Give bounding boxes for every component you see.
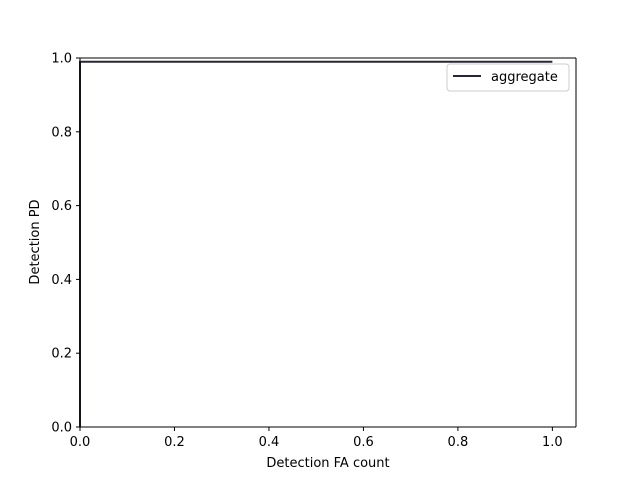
x-tick-label: 0.4 <box>259 435 280 450</box>
x-tick-label: 0.2 <box>164 435 185 450</box>
plot-area <box>80 58 576 427</box>
y-tick-label: 0.8 <box>51 125 72 140</box>
y-axis-ticks: 0.0 0.2 0.4 0.6 0.8 1.0 <box>51 52 80 436</box>
y-tick-label: 0.6 <box>51 199 72 214</box>
y-tick-label: 0.0 <box>51 421 72 436</box>
x-tick-label: 0.8 <box>448 435 469 450</box>
x-tick-label: 1.0 <box>542 435 563 450</box>
y-axis-label: Detection PD <box>28 199 43 284</box>
x-tick-label: 0.0 <box>70 435 91 450</box>
x-tick-label: 0.6 <box>353 435 374 450</box>
axes-frame <box>79 57 577 428</box>
y-tick-label: 0.4 <box>51 273 72 288</box>
x-axis-label: Detection FA count <box>266 456 389 471</box>
y-tick-label: 0.2 <box>51 347 72 362</box>
legend-label-aggregate: aggregate <box>491 70 558 85</box>
legend: aggregate <box>446 63 570 92</box>
legend-box <box>446 63 570 92</box>
y-tick-label: 1.0 <box>51 52 72 67</box>
x-axis-ticks: 0.0 0.2 0.4 0.6 0.8 1.0 <box>70 427 563 450</box>
